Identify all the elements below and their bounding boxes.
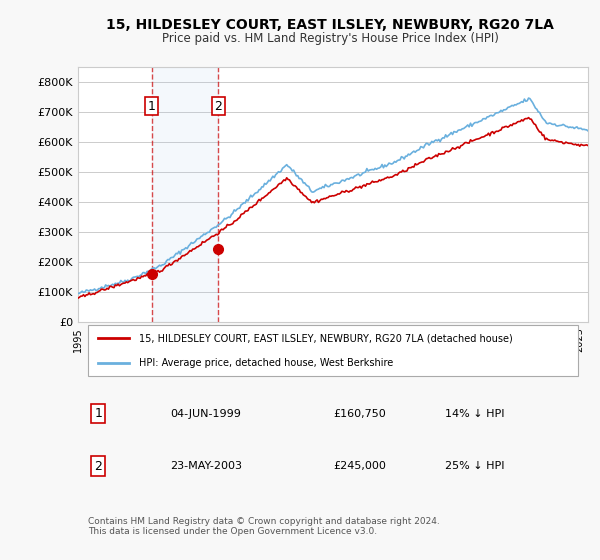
Text: 1: 1 — [148, 100, 156, 113]
Text: 04-JUN-1999: 04-JUN-1999 — [170, 409, 241, 419]
Text: 1: 1 — [94, 407, 103, 420]
Text: £245,000: £245,000 — [333, 461, 386, 471]
Bar — [152, 67, 218, 322]
Text: 14% ↓ HPI: 14% ↓ HPI — [445, 409, 505, 419]
Text: 23-MAY-2003: 23-MAY-2003 — [170, 461, 242, 471]
Text: 15, HILDESLEY COURT, EAST ILSLEY, NEWBURY, RG20 7LA: 15, HILDESLEY COURT, EAST ILSLEY, NEWBUR… — [106, 18, 554, 32]
Text: HPI: Average price, detached house, West Berkshire: HPI: Average price, detached house, West… — [139, 358, 394, 368]
Text: 2: 2 — [94, 460, 103, 473]
Text: 25% ↓ HPI: 25% ↓ HPI — [445, 461, 505, 471]
Text: £160,750: £160,750 — [333, 409, 386, 419]
Text: Price paid vs. HM Land Registry's House Price Index (HPI): Price paid vs. HM Land Registry's House … — [161, 31, 499, 45]
FancyBboxPatch shape — [88, 325, 578, 376]
Text: Contains HM Land Registry data © Crown copyright and database right 2024.
This d: Contains HM Land Registry data © Crown c… — [88, 517, 440, 536]
Text: 15, HILDESLEY COURT, EAST ILSLEY, NEWBURY, RG20 7LA (detached house): 15, HILDESLEY COURT, EAST ILSLEY, NEWBUR… — [139, 333, 513, 343]
Text: 2: 2 — [214, 100, 222, 113]
